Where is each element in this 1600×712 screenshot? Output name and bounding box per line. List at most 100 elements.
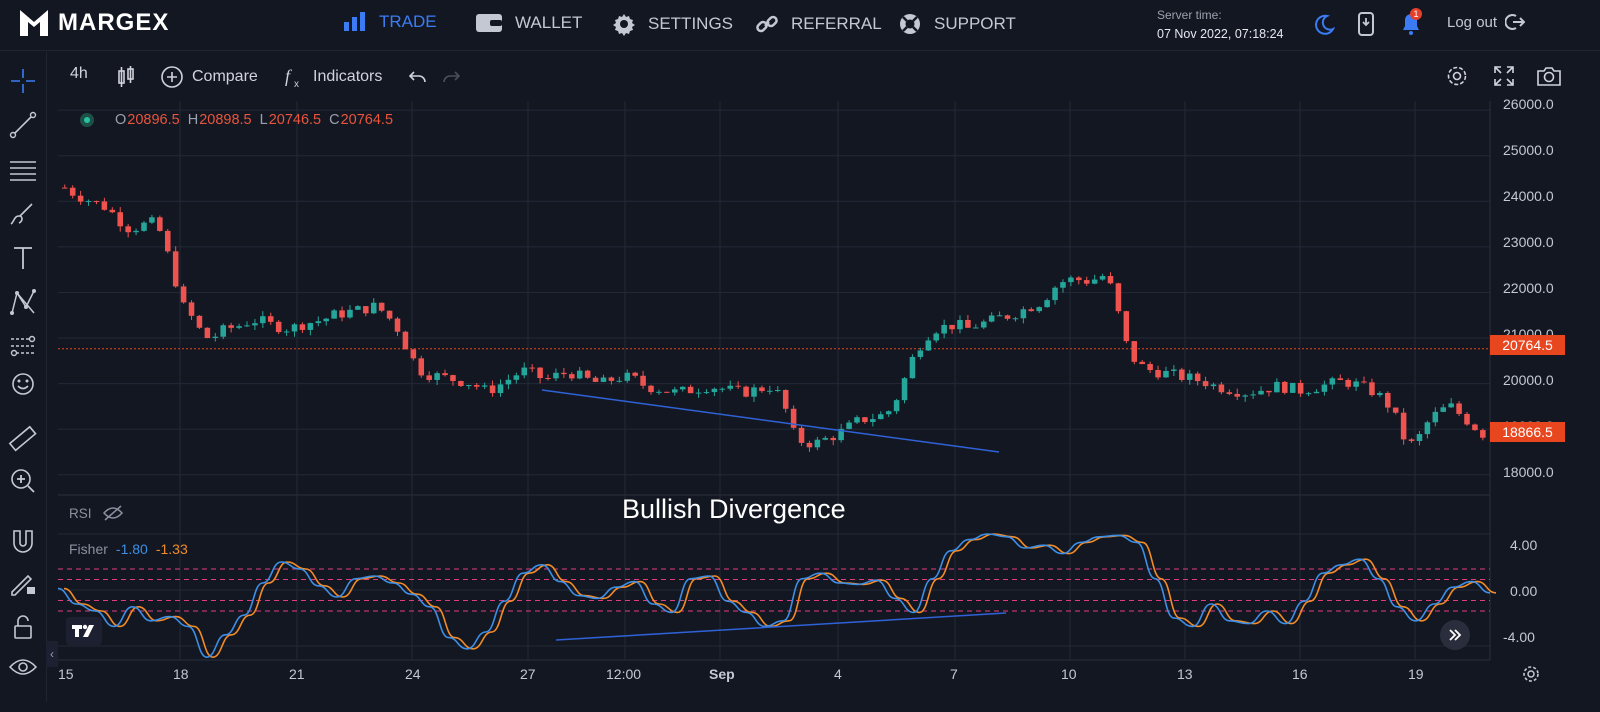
candle — [1028, 307, 1035, 312]
candle — [608, 376, 615, 385]
candle-body — [806, 442, 813, 448]
fib-retracement-icon[interactable] — [8, 331, 38, 361]
candle-body — [1258, 390, 1264, 395]
crosshair-icon[interactable] — [8, 66, 38, 96]
ohlc-low-key: L — [259, 112, 268, 128]
unlock-icon[interactable] — [8, 612, 38, 642]
candle-body — [1131, 341, 1138, 362]
interval-button[interactable]: 4h — [70, 65, 88, 83]
logout-button[interactable]: Log out — [1447, 13, 1526, 31]
redo-icon[interactable] — [441, 68, 461, 86]
candle-body — [291, 324, 298, 332]
lock-drawing-icon[interactable] — [8, 568, 38, 598]
candle-body — [973, 327, 979, 329]
ohlc-open-key: O — [115, 112, 127, 128]
collapse-toolbar-button[interactable]: ‹ — [46, 641, 58, 667]
candle-body — [69, 187, 76, 196]
brush-icon[interactable] — [8, 199, 38, 229]
candle-body — [212, 336, 219, 338]
candle-body — [426, 375, 432, 380]
time-axis-label: 13 — [1177, 666, 1193, 682]
candle-body — [1353, 381, 1359, 387]
nav-settings[interactable]: SETTINGS — [612, 12, 733, 36]
trend-line-icon[interactable] — [8, 110, 38, 140]
series-status-dot[interactable] — [80, 113, 94, 127]
candle-body — [236, 326, 242, 328]
candle — [172, 246, 179, 288]
candle — [782, 389, 789, 413]
ohlc-high: 20898.5 — [199, 112, 252, 128]
candle — [1400, 408, 1407, 445]
zoom-in-icon[interactable] — [8, 466, 38, 496]
fullscreen-icon[interactable] — [1492, 64, 1516, 88]
candle-body — [1321, 384, 1328, 392]
candle-body — [1123, 311, 1130, 342]
candle-body — [767, 390, 773, 392]
candle — [267, 312, 274, 325]
nav-support[interactable]: SUPPORT — [898, 12, 1016, 36]
candles-icon[interactable] — [116, 65, 136, 89]
eye-icon[interactable] — [8, 652, 38, 682]
candle — [1171, 365, 1177, 377]
eye-hidden-icon[interactable] — [102, 504, 124, 522]
candle — [378, 302, 385, 313]
candle-body — [1107, 276, 1114, 284]
candle-body — [1377, 392, 1383, 396]
candle — [363, 305, 369, 317]
undo-icon[interactable] — [408, 68, 428, 86]
candle-body — [370, 302, 377, 314]
candle-body — [1234, 393, 1241, 397]
candle-body — [1068, 277, 1074, 283]
candle-body — [1186, 373, 1193, 380]
candle — [1385, 391, 1391, 413]
candle — [1202, 376, 1209, 390]
candle-body — [877, 414, 884, 420]
pattern-icon[interactable] — [8, 287, 38, 317]
current-price-tag: 18866.5 — [1490, 422, 1565, 442]
rsi-indicator-label[interactable]: RSI — [69, 504, 124, 522]
nav-trade[interactable]: TRADE — [343, 12, 437, 32]
candle-body — [1091, 279, 1098, 284]
divergence-lines — [541, 389, 1007, 641]
candle — [877, 411, 884, 420]
candle-body — [1004, 315, 1011, 319]
candle — [149, 214, 155, 224]
text-tool-icon[interactable] — [8, 243, 38, 273]
mobile-app-icon[interactable] — [1357, 12, 1375, 36]
candle — [1083, 276, 1090, 287]
candle-body — [402, 331, 409, 350]
candle — [703, 389, 710, 395]
ruler-icon[interactable] — [8, 424, 38, 454]
candle — [1036, 306, 1042, 313]
candle — [1147, 361, 1153, 374]
candle-body — [1416, 434, 1423, 442]
emoji-icon[interactable] — [8, 369, 38, 399]
ohlc-legend: O20896.5 H20898.5 L20746.5 C20764.5 — [115, 112, 393, 128]
scroll-to-realtime-button[interactable] — [1440, 620, 1470, 650]
fisher-indicator-label[interactable]: Fisher -1.80 -1.33 — [69, 541, 188, 557]
candle-body — [996, 315, 1003, 317]
chart-settings-icon[interactable] — [1445, 64, 1469, 88]
candle — [767, 385, 773, 395]
magnet-icon[interactable] — [8, 527, 38, 557]
moon-icon[interactable] — [1313, 13, 1335, 35]
nav-referral[interactable]: REFERRAL — [755, 12, 882, 36]
axis-settings-icon[interactable] — [1520, 663, 1542, 685]
candle — [1218, 382, 1225, 395]
candle — [545, 374, 551, 381]
candle-body — [62, 187, 68, 189]
price-axis-label: 22000.0 — [1503, 280, 1554, 296]
candle-body — [988, 315, 995, 322]
nav-wallet[interactable]: WALLET — [475, 12, 582, 34]
candle — [347, 305, 353, 319]
compare-button[interactable]: Compare — [160, 65, 258, 89]
candle-body — [1440, 407, 1447, 412]
camera-icon[interactable] — [1536, 64, 1562, 88]
horizontal-lines-icon[interactable] — [8, 155, 38, 185]
margex-logo[interactable]: MARGEX — [18, 8, 169, 38]
candle-body — [149, 217, 155, 223]
candle — [1408, 438, 1415, 443]
tradingview-logo[interactable] — [66, 617, 102, 645]
